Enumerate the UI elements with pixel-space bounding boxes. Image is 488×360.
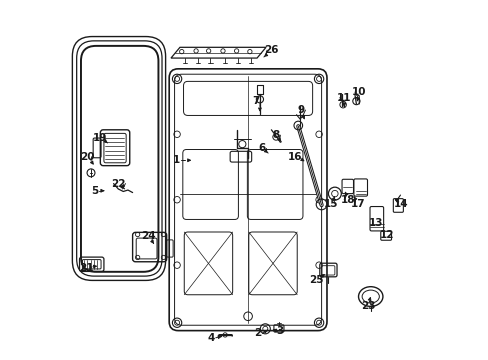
- Text: 12: 12: [379, 230, 394, 239]
- Text: 25: 25: [308, 275, 323, 285]
- Text: 10: 10: [351, 87, 366, 97]
- Text: 24: 24: [141, 231, 155, 240]
- Text: 17: 17: [350, 199, 365, 210]
- Text: 18: 18: [341, 195, 355, 205]
- Text: 16: 16: [287, 152, 302, 162]
- Text: 15: 15: [324, 199, 338, 210]
- Text: 11: 11: [336, 93, 351, 103]
- Text: 19: 19: [93, 133, 107, 143]
- Text: 14: 14: [393, 199, 408, 210]
- Text: 2: 2: [254, 328, 261, 338]
- Text: 8: 8: [272, 130, 279, 140]
- Text: 20: 20: [80, 152, 95, 162]
- Text: 1: 1: [172, 155, 180, 165]
- Text: 5: 5: [91, 186, 98, 196]
- Text: 23: 23: [360, 301, 375, 311]
- Text: 22: 22: [111, 179, 125, 189]
- Text: 13: 13: [368, 218, 383, 228]
- Text: 26: 26: [264, 45, 278, 55]
- Text: 21: 21: [79, 263, 93, 273]
- Text: 9: 9: [297, 105, 304, 115]
- Text: 3: 3: [276, 325, 284, 336]
- Text: 7: 7: [252, 96, 259, 106]
- Text: 6: 6: [258, 143, 265, 153]
- Text: 4: 4: [207, 333, 215, 343]
